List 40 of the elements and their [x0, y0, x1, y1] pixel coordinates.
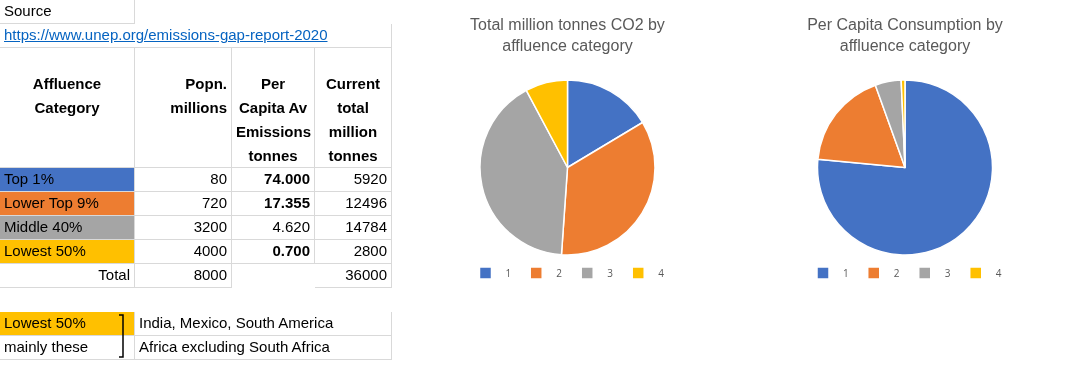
text: 8000 [193, 265, 227, 285]
text: 4.620 [272, 217, 310, 237]
chart-title: Per Capita Consumption by affluence category [807, 16, 1003, 54]
text: Top 1% [4, 169, 55, 189]
legend-label: 3 [944, 265, 951, 280]
text: mainly these [4, 337, 89, 357]
text: 2800 [353, 241, 387, 261]
text: India, Mexico, South America [139, 313, 334, 333]
text: 12496 [345, 193, 387, 213]
text: 80 [210, 169, 227, 189]
chart-title: Total million tonnes CO2 by affluence category [470, 16, 665, 54]
text: Current total million tonnes [325, 75, 381, 164]
text: Lowest 50% [4, 313, 86, 333]
text: Affluence Category [32, 75, 102, 116]
text: 3200 [193, 217, 227, 237]
text: 17.355 [264, 193, 310, 213]
text: 74.000 [264, 169, 310, 189]
text: 720 [201, 193, 227, 213]
legend-label: 4 [995, 265, 1002, 280]
legend-label: 1 [843, 265, 849, 280]
text: Popn. millions [170, 75, 227, 116]
text: 14784 [345, 217, 387, 237]
text: 5920 [353, 169, 387, 189]
text: Source [4, 1, 52, 21]
legend-label: 4 [658, 265, 665, 280]
text: 36000 [345, 265, 387, 285]
text: Middle 40% [4, 217, 83, 237]
text: Total [98, 265, 130, 285]
text: Africa excluding South Africa [139, 337, 330, 357]
text: Lowest 50% [4, 241, 86, 261]
text: 0.700 [272, 241, 310, 261]
legend-label: 2 [893, 265, 900, 280]
legend-label: 3 [607, 265, 614, 280]
text: 4000 [193, 241, 227, 261]
text: Lower Top 9% [4, 193, 99, 213]
text: Per Capita Av Emissions tonnes [236, 75, 312, 164]
legend-label: 1 [505, 265, 512, 280]
legend-label: 2 [556, 265, 563, 280]
text: https://www.unep.org/emissions-gap-report-2020 [4, 25, 328, 45]
pie-slice [816, 79, 994, 256]
